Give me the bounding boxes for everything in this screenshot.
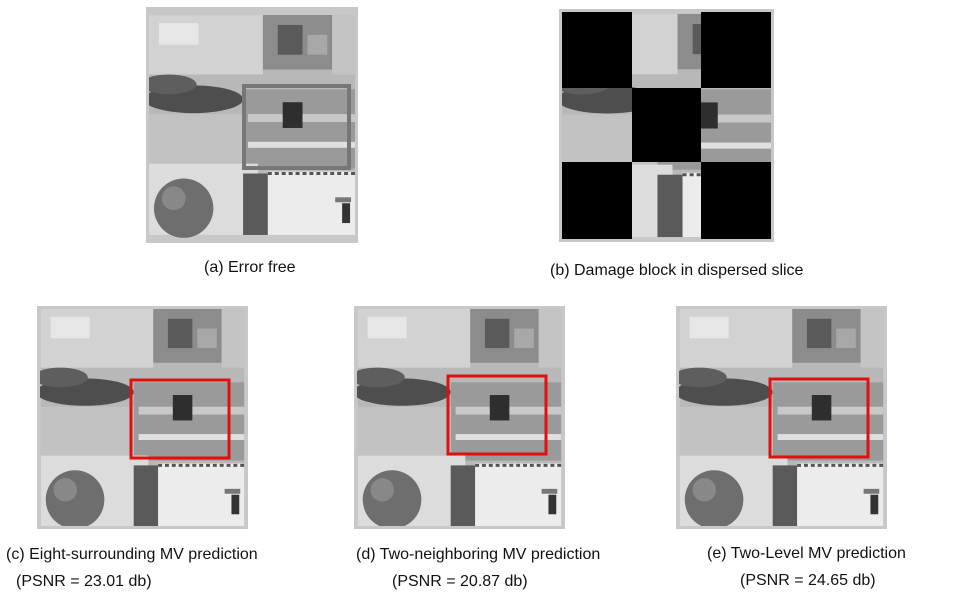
image-e bbox=[676, 306, 887, 529]
caption: (b) Damage block in dispersed slice bbox=[550, 262, 803, 280]
psnr: (PSNR = 23.01 db) bbox=[16, 573, 152, 591]
caption: (d) Two-neighboring MV prediction bbox=[356, 546, 600, 564]
image-c bbox=[37, 306, 248, 529]
image-d bbox=[354, 306, 565, 529]
psnr: (PSNR = 24.65 db) bbox=[740, 572, 876, 590]
figure: (a) Error free (b) Damage block in dispe… bbox=[0, 0, 962, 599]
psnr: (PSNR = 20.87 db) bbox=[392, 573, 528, 591]
caption: (c) Eight-surrounding MV prediction bbox=[6, 546, 258, 564]
caption: (a) Error free bbox=[204, 259, 296, 277]
image-b bbox=[559, 9, 774, 242]
image-a bbox=[146, 7, 358, 243]
caption: (e) Two-Level MV prediction bbox=[707, 545, 906, 563]
